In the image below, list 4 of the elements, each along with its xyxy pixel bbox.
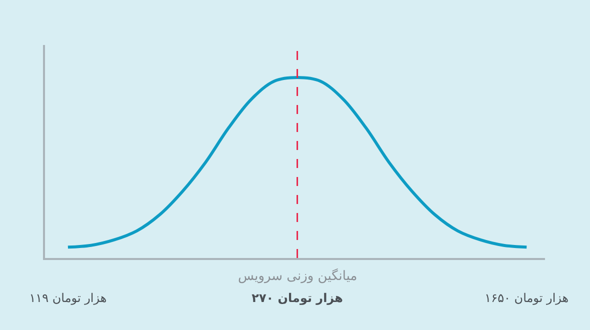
x-tick-label: ۲۷۰ هزار تومان	[252, 291, 343, 306]
ref-line-label: میانگین وزنی سرویس	[238, 268, 358, 284]
x-tick-label: ۱۱۹ هزار تومان	[29, 291, 107, 306]
x-tick-label: ۱۶۵۰ هزار تومان	[484, 291, 569, 306]
